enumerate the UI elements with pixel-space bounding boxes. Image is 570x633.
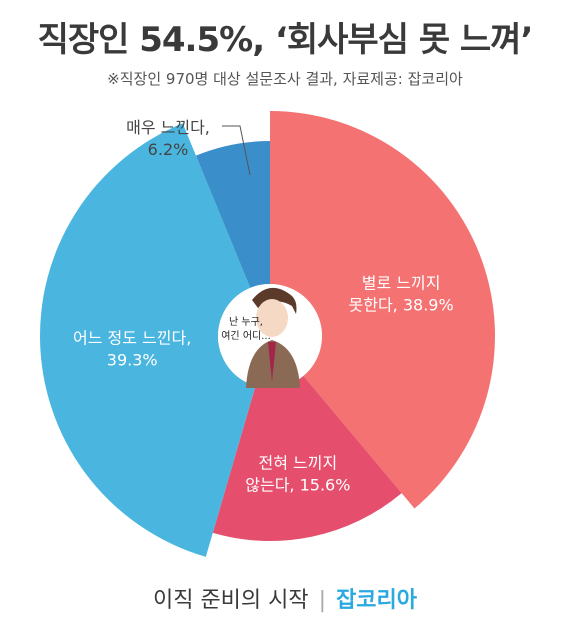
slice-label-0-line-2: 못한다, 38.9% [349, 295, 454, 314]
bubble-line-1: 난 누구, [229, 316, 263, 328]
slice-2 [40, 123, 256, 557]
footer-separator: | [318, 588, 327, 613]
slice-label-3-line-2: 6.2% [148, 140, 189, 159]
footer-brand: 잡코리아 [336, 588, 418, 613]
bubble-line-2: 여긴 어디... [221, 330, 271, 342]
slice-label-1-line-2: 않는다, 15.6% [245, 475, 350, 494]
chart-subtitle: ※직장인 970명 대상 설문조사 결과, 자료제공: 잡코리아 [107, 70, 463, 88]
slice-label-2-line-2: 39.3% [107, 350, 158, 369]
slice-1 [212, 375, 402, 541]
character-face [256, 299, 288, 337]
center-illustration: 난 누구, 여긴 어디... [218, 284, 322, 388]
slice-label-0-line-1: 별로 느끼지 [362, 273, 441, 292]
slice-3 [195, 141, 270, 288]
footer-tagline: 이직 준비의 시작 [152, 588, 309, 613]
slice-label-3-line-1: 매우 느낀다, [126, 118, 210, 137]
slice-label-2-line-1: 어느 정도 느낀다, [73, 328, 191, 347]
slice-0 [270, 111, 495, 509]
slice-label-1-line-1: 전혀 느끼지 [259, 453, 338, 472]
leader-line [222, 125, 251, 176]
chart-title: 직장인 54.5%, ‘회사부심 못 느껴’ [37, 20, 534, 60]
footer: 이직 준비의 시작 | 잡코리아 [0, 582, 570, 614]
character-tie [268, 342, 276, 382]
